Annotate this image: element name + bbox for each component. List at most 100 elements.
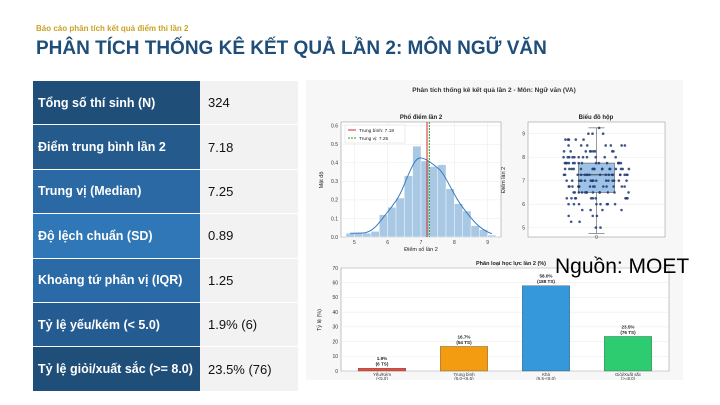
histogram-bar (362, 233, 372, 238)
strip-point (571, 185, 574, 188)
histogram-bar (379, 214, 388, 238)
strip-point (562, 155, 565, 159)
stat-value: 1.9% (6) (200, 302, 298, 347)
strip-point (577, 161, 580, 165)
strip-point (585, 191, 588, 194)
strip-point (585, 173, 589, 177)
stat-label: Trung vị (Median) (33, 169, 200, 214)
strip-point (594, 161, 598, 165)
figure-title: Phân tích thống kê kết quả lần 2 - Môn: … (412, 85, 575, 94)
strip-point (569, 220, 573, 224)
bar-value-label: 1.9% (377, 356, 387, 361)
y-tick-label: 8 (522, 155, 525, 161)
stat-label: Tỷ lệ giỏi/xuất sắc (>= 8.0) (33, 347, 200, 391)
box-outlier (594, 235, 599, 239)
histogram-bar (487, 234, 497, 238)
strip-point (605, 185, 608, 188)
strip-point (567, 161, 571, 165)
strip-point (614, 167, 618, 171)
strip-point (567, 202, 570, 206)
y-tick-label: 10 (332, 354, 338, 360)
strip-point (577, 202, 581, 206)
stat-value: 7.18 (200, 125, 298, 169)
strip-point (614, 155, 617, 159)
strip-point (591, 179, 594, 182)
category-bar (358, 368, 406, 372)
stat-label: Điểm trung bình lần 2 (33, 125, 200, 169)
strip-point (577, 191, 581, 194)
strip-point (578, 220, 581, 224)
strip-point (620, 144, 623, 147)
strip-point (608, 167, 611, 171)
strip-point (594, 179, 598, 182)
bar-count-label: (6 TS) (376, 362, 389, 367)
stat-value: 0.89 (200, 214, 298, 258)
strip-point (604, 144, 607, 147)
strip-point (610, 150, 614, 153)
strip-point (612, 179, 616, 182)
strip-point (597, 161, 601, 165)
y-tick-label: 0.1 (331, 216, 338, 222)
strip-point (625, 173, 628, 177)
strip-point (597, 126, 601, 130)
strip-point (588, 185, 592, 188)
category-label: Yếu/Kém (373, 372, 391, 377)
stats-row: Tổng số thí sinh (N) 324 (33, 81, 298, 125)
strip-point (589, 196, 593, 200)
strip-point (620, 208, 623, 212)
strip-point (601, 185, 605, 188)
strip-point (606, 191, 610, 194)
strip-point (613, 191, 616, 194)
strip-point (601, 208, 604, 212)
histogram-ylabel: Mật độ (319, 172, 325, 189)
strip-point (580, 191, 584, 194)
strip-point (621, 167, 624, 171)
strip-point (585, 155, 589, 159)
category-sublabel: (6.5-<8.0) (536, 376, 556, 380)
strip-point (623, 173, 626, 177)
strip-point (588, 173, 591, 177)
strip-point (627, 167, 631, 171)
strip-point (617, 161, 621, 165)
strip-point (613, 202, 617, 206)
y-tick-label: 70 (332, 266, 338, 272)
strip-point (583, 179, 587, 182)
histogram-bar (387, 207, 397, 238)
histogram-bar (404, 175, 413, 238)
box-plot-title: Biểu đồ hộp (579, 114, 614, 121)
y-tick-label: 0.5 (331, 142, 338, 148)
strip-point (595, 214, 599, 218)
page-title: PHÂN TÍCH THỐNG KÊ KẾT QUẢ LẦN 2: MÔN NG… (36, 38, 547, 59)
category-ylabel: Tỷ lệ (%) (316, 309, 323, 331)
strip-point (594, 155, 598, 159)
y-tick-label: 60 (332, 281, 338, 287)
strip-point (580, 208, 584, 212)
stats-table: Tổng số thí sinh (N) 324 Điểm trung bình… (33, 81, 298, 392)
legend-mean-label: Trung bình: 7.18 (359, 128, 394, 134)
strip-point (562, 150, 566, 153)
histogram-bar (420, 160, 430, 238)
histogram-bar (445, 188, 455, 238)
x-tick-label: 5 (353, 240, 356, 246)
strip-point (604, 173, 608, 177)
strip-point (573, 155, 576, 159)
strip-point (567, 144, 570, 147)
strip-point (572, 191, 575, 194)
histogram-bar (470, 225, 480, 238)
strip-point (572, 202, 576, 206)
category-sublabel: (5.0-<6.5) (454, 376, 474, 380)
report-kicker: Báo cáo phân tích kết quả điểm thi lần 2 (36, 24, 189, 33)
strip-point (591, 132, 594, 136)
category-label: Giỏi/Xuất sắc (615, 372, 642, 377)
strip-point (591, 185, 595, 188)
category-bar (440, 346, 488, 372)
y-tick-label: 0.2 (331, 198, 338, 204)
strip-point (565, 179, 568, 182)
category-sublabel: (>=8.0) (621, 376, 636, 380)
analysis-figure: Phân tích thống kê kết quả lần 2 - Môn: … (306, 80, 683, 381)
strip-point (565, 196, 569, 200)
stat-value: 324 (200, 81, 298, 125)
box-plot-chart: Biểu đồ hộp Điểm lần 2 5 6 7 8 9 (500, 114, 666, 239)
bar-count-label: (76 TS) (620, 330, 636, 335)
histogram-bar (345, 233, 355, 238)
